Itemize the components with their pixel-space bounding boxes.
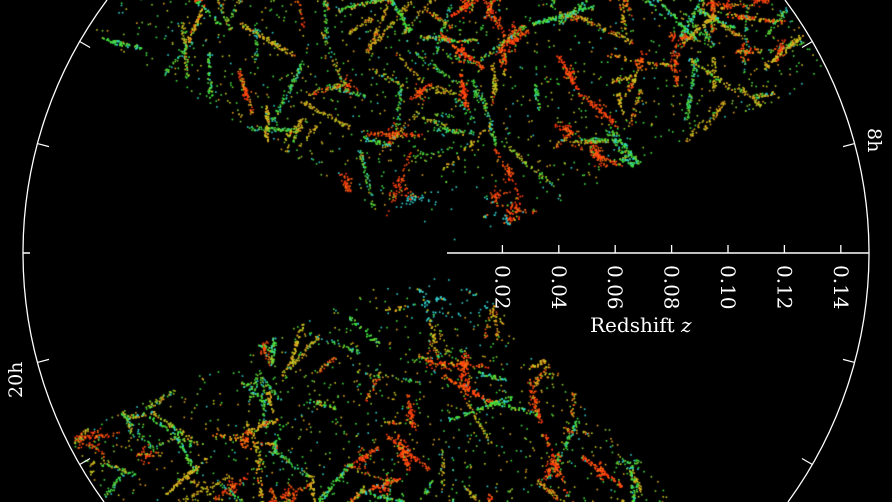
ra-tick (37, 358, 50, 364)
ra-ticks (37, 40, 855, 466)
redshift-tick-label: 0.12 (772, 265, 796, 310)
x-axis-label: Redshift z (590, 313, 692, 337)
ra-tick (801, 40, 813, 49)
redshift-tick-label: 0.14 (829, 265, 853, 310)
ra-tick (37, 142, 50, 148)
redshift-tick-label: 0.04 (547, 265, 571, 310)
ra-label-8h: 8h (863, 128, 885, 152)
survey-boundary-arc-right (784, 0, 870, 502)
redshift-tick-label: 0.10 (716, 265, 740, 310)
redshift-tick-label: 0.08 (660, 265, 684, 310)
ra-tick (801, 457, 813, 466)
ra-tick (79, 40, 91, 49)
redshift-tick-label: 0.06 (603, 265, 627, 310)
redshift-ticks: 0.02 0.04 0.06 0.08 0.10 0.12 0.14 (490, 245, 853, 310)
redshift-tick-label: 0.02 (490, 265, 514, 310)
ra-tick (842, 142, 855, 148)
survey-boundary-arc-left (22, 0, 108, 502)
ra-label-20h: 20h (5, 362, 27, 398)
ra-tick (842, 358, 855, 364)
ra-tick (79, 457, 91, 466)
